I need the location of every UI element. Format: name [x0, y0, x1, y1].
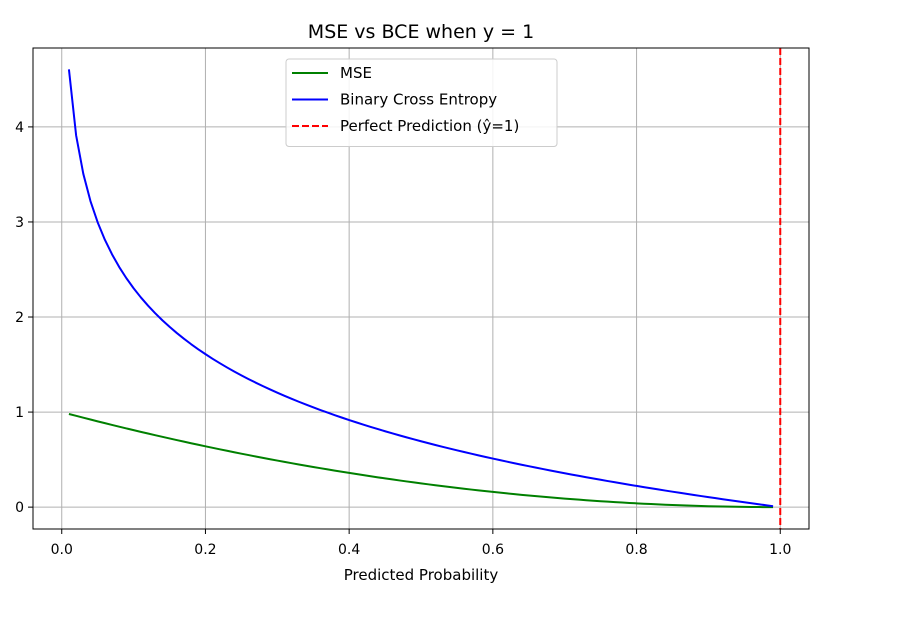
x-tick-label: 1.0	[769, 542, 791, 558]
x-tick-label: 0.8	[625, 542, 647, 558]
legend-box	[285, 58, 558, 147]
legend-item: Binary Cross Entropy	[292, 91, 497, 109]
y-tick-label: 2	[15, 310, 24, 326]
series-line-0	[68, 413, 774, 509]
series-layer	[67, 48, 782, 529]
plot-frame	[32, 47, 810, 530]
x-tick-label: 0.0	[51, 542, 73, 558]
legend-label: MSE	[340, 64, 372, 82]
y-tick-label: 0	[15, 500, 24, 516]
y-tick-label: 3	[15, 215, 24, 231]
axis-ticks: 0.0 0.2 0.4 0.6 0.8 1.0 0 1 2 3 4	[15, 120, 791, 558]
legend-item: MSE	[292, 64, 372, 82]
x-tick-label: 0.6	[482, 542, 504, 558]
y-tick-label: 1	[15, 405, 24, 421]
series-line-1	[67, 69, 774, 508]
legend: MSE Binary Cross Entropy Perfect Predictio…	[285, 58, 558, 147]
x-axis-label: Predicted Probability	[344, 566, 499, 584]
legend-label: Perfect Prediction (ŷ=1)	[340, 117, 519, 135]
legend-label: Binary Cross Entropy	[340, 91, 497, 109]
chart-title: MSE vs BCE when y = 1	[308, 21, 534, 43]
y-tick-label: 4	[15, 120, 24, 136]
x-tick-label: 0.4	[338, 542, 360, 558]
x-tick-label: 0.2	[194, 542, 216, 558]
legend-item: Perfect Prediction (ŷ=1)	[292, 117, 519, 135]
